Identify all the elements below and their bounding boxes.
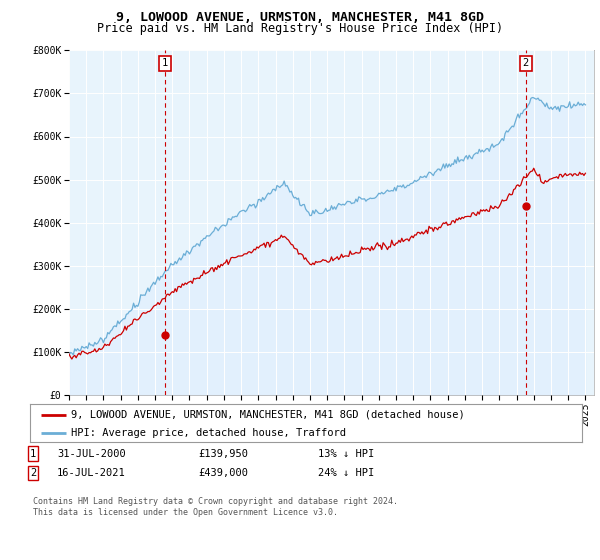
Text: £439,000: £439,000 <box>198 468 248 478</box>
Text: 9, LOWOOD AVENUE, URMSTON, MANCHESTER, M41 8GD: 9, LOWOOD AVENUE, URMSTON, MANCHESTER, M… <box>116 11 484 24</box>
Text: 2: 2 <box>523 58 529 68</box>
Text: £139,950: £139,950 <box>198 449 248 459</box>
Text: 1: 1 <box>162 58 168 68</box>
Text: 16-JUL-2021: 16-JUL-2021 <box>57 468 126 478</box>
Text: 31-JUL-2000: 31-JUL-2000 <box>57 449 126 459</box>
Text: HPI: Average price, detached house, Trafford: HPI: Average price, detached house, Traf… <box>71 428 346 438</box>
Text: 9, LOWOOD AVENUE, URMSTON, MANCHESTER, M41 8GD (detached house): 9, LOWOOD AVENUE, URMSTON, MANCHESTER, M… <box>71 410 465 420</box>
Text: Price paid vs. HM Land Registry's House Price Index (HPI): Price paid vs. HM Land Registry's House … <box>97 22 503 35</box>
Text: Contains HM Land Registry data © Crown copyright and database right 2024.
This d: Contains HM Land Registry data © Crown c… <box>33 497 398 517</box>
Text: 13% ↓ HPI: 13% ↓ HPI <box>318 449 374 459</box>
Text: 24% ↓ HPI: 24% ↓ HPI <box>318 468 374 478</box>
Text: 1: 1 <box>30 449 36 459</box>
Text: 2: 2 <box>30 468 36 478</box>
